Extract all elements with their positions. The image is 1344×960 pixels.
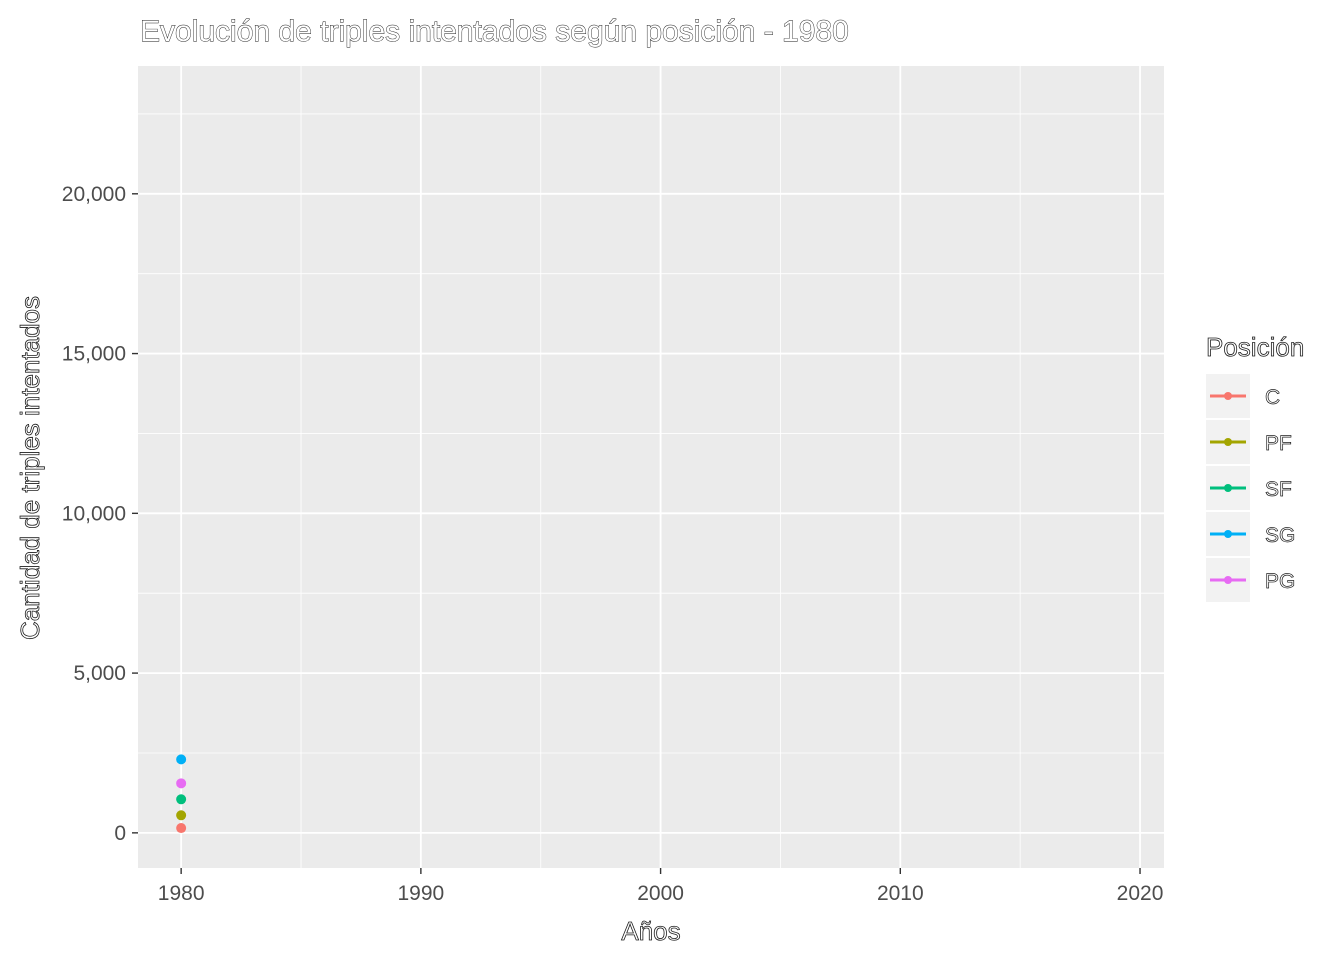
legend-label-c: C — [1265, 386, 1280, 409]
chart-title: Evolución de triples intentados según po… — [140, 15, 849, 48]
legend-label-pg: PG — [1265, 570, 1295, 593]
x-tick-label: 2000 — [637, 882, 684, 905]
y-tick-label: 5,000 — [73, 662, 126, 685]
legend-label-sf: SF — [1265, 478, 1292, 501]
x-tick-label: 2020 — [1117, 882, 1164, 905]
y-tick-label: 20,000 — [62, 183, 126, 206]
data-point-sg — [176, 754, 187, 765]
legend: Posición C PF SF SG PG — [1206, 332, 1305, 602]
grid-lines — [138, 66, 1164, 868]
legend-title: Posición — [1206, 332, 1304, 362]
data-point-c — [176, 823, 187, 834]
y-axis-title: Cantidad de triples intentados — [15, 296, 45, 640]
x-axis-title: Años — [621, 916, 680, 946]
x-tick-label: 1990 — [398, 882, 445, 905]
axes: 1980 1990 2000 2010 2020 0 5,000 10,000 15,000 20… — [62, 183, 1164, 905]
plot-panel — [138, 66, 1164, 868]
legend-point-sf — [1224, 484, 1232, 492]
legend-label-pf: PF — [1265, 432, 1292, 455]
legend-point-pf — [1224, 438, 1232, 446]
x-tick-label: 1980 — [158, 882, 205, 905]
legend-point-c — [1224, 392, 1232, 400]
y-tick-label: 10,000 — [62, 502, 126, 525]
data-points — [176, 754, 187, 834]
legend-point-pg — [1224, 576, 1232, 584]
x-tick-label: 2010 — [877, 882, 924, 905]
legend-label-sg: SG — [1265, 524, 1295, 547]
y-tick-label: 0 — [114, 822, 126, 845]
legend-point-sg — [1224, 530, 1232, 538]
y-tick-label: 15,000 — [62, 343, 126, 366]
data-point-pf — [176, 810, 187, 821]
data-point-pg — [176, 778, 187, 789]
data-point-sf — [176, 794, 187, 805]
